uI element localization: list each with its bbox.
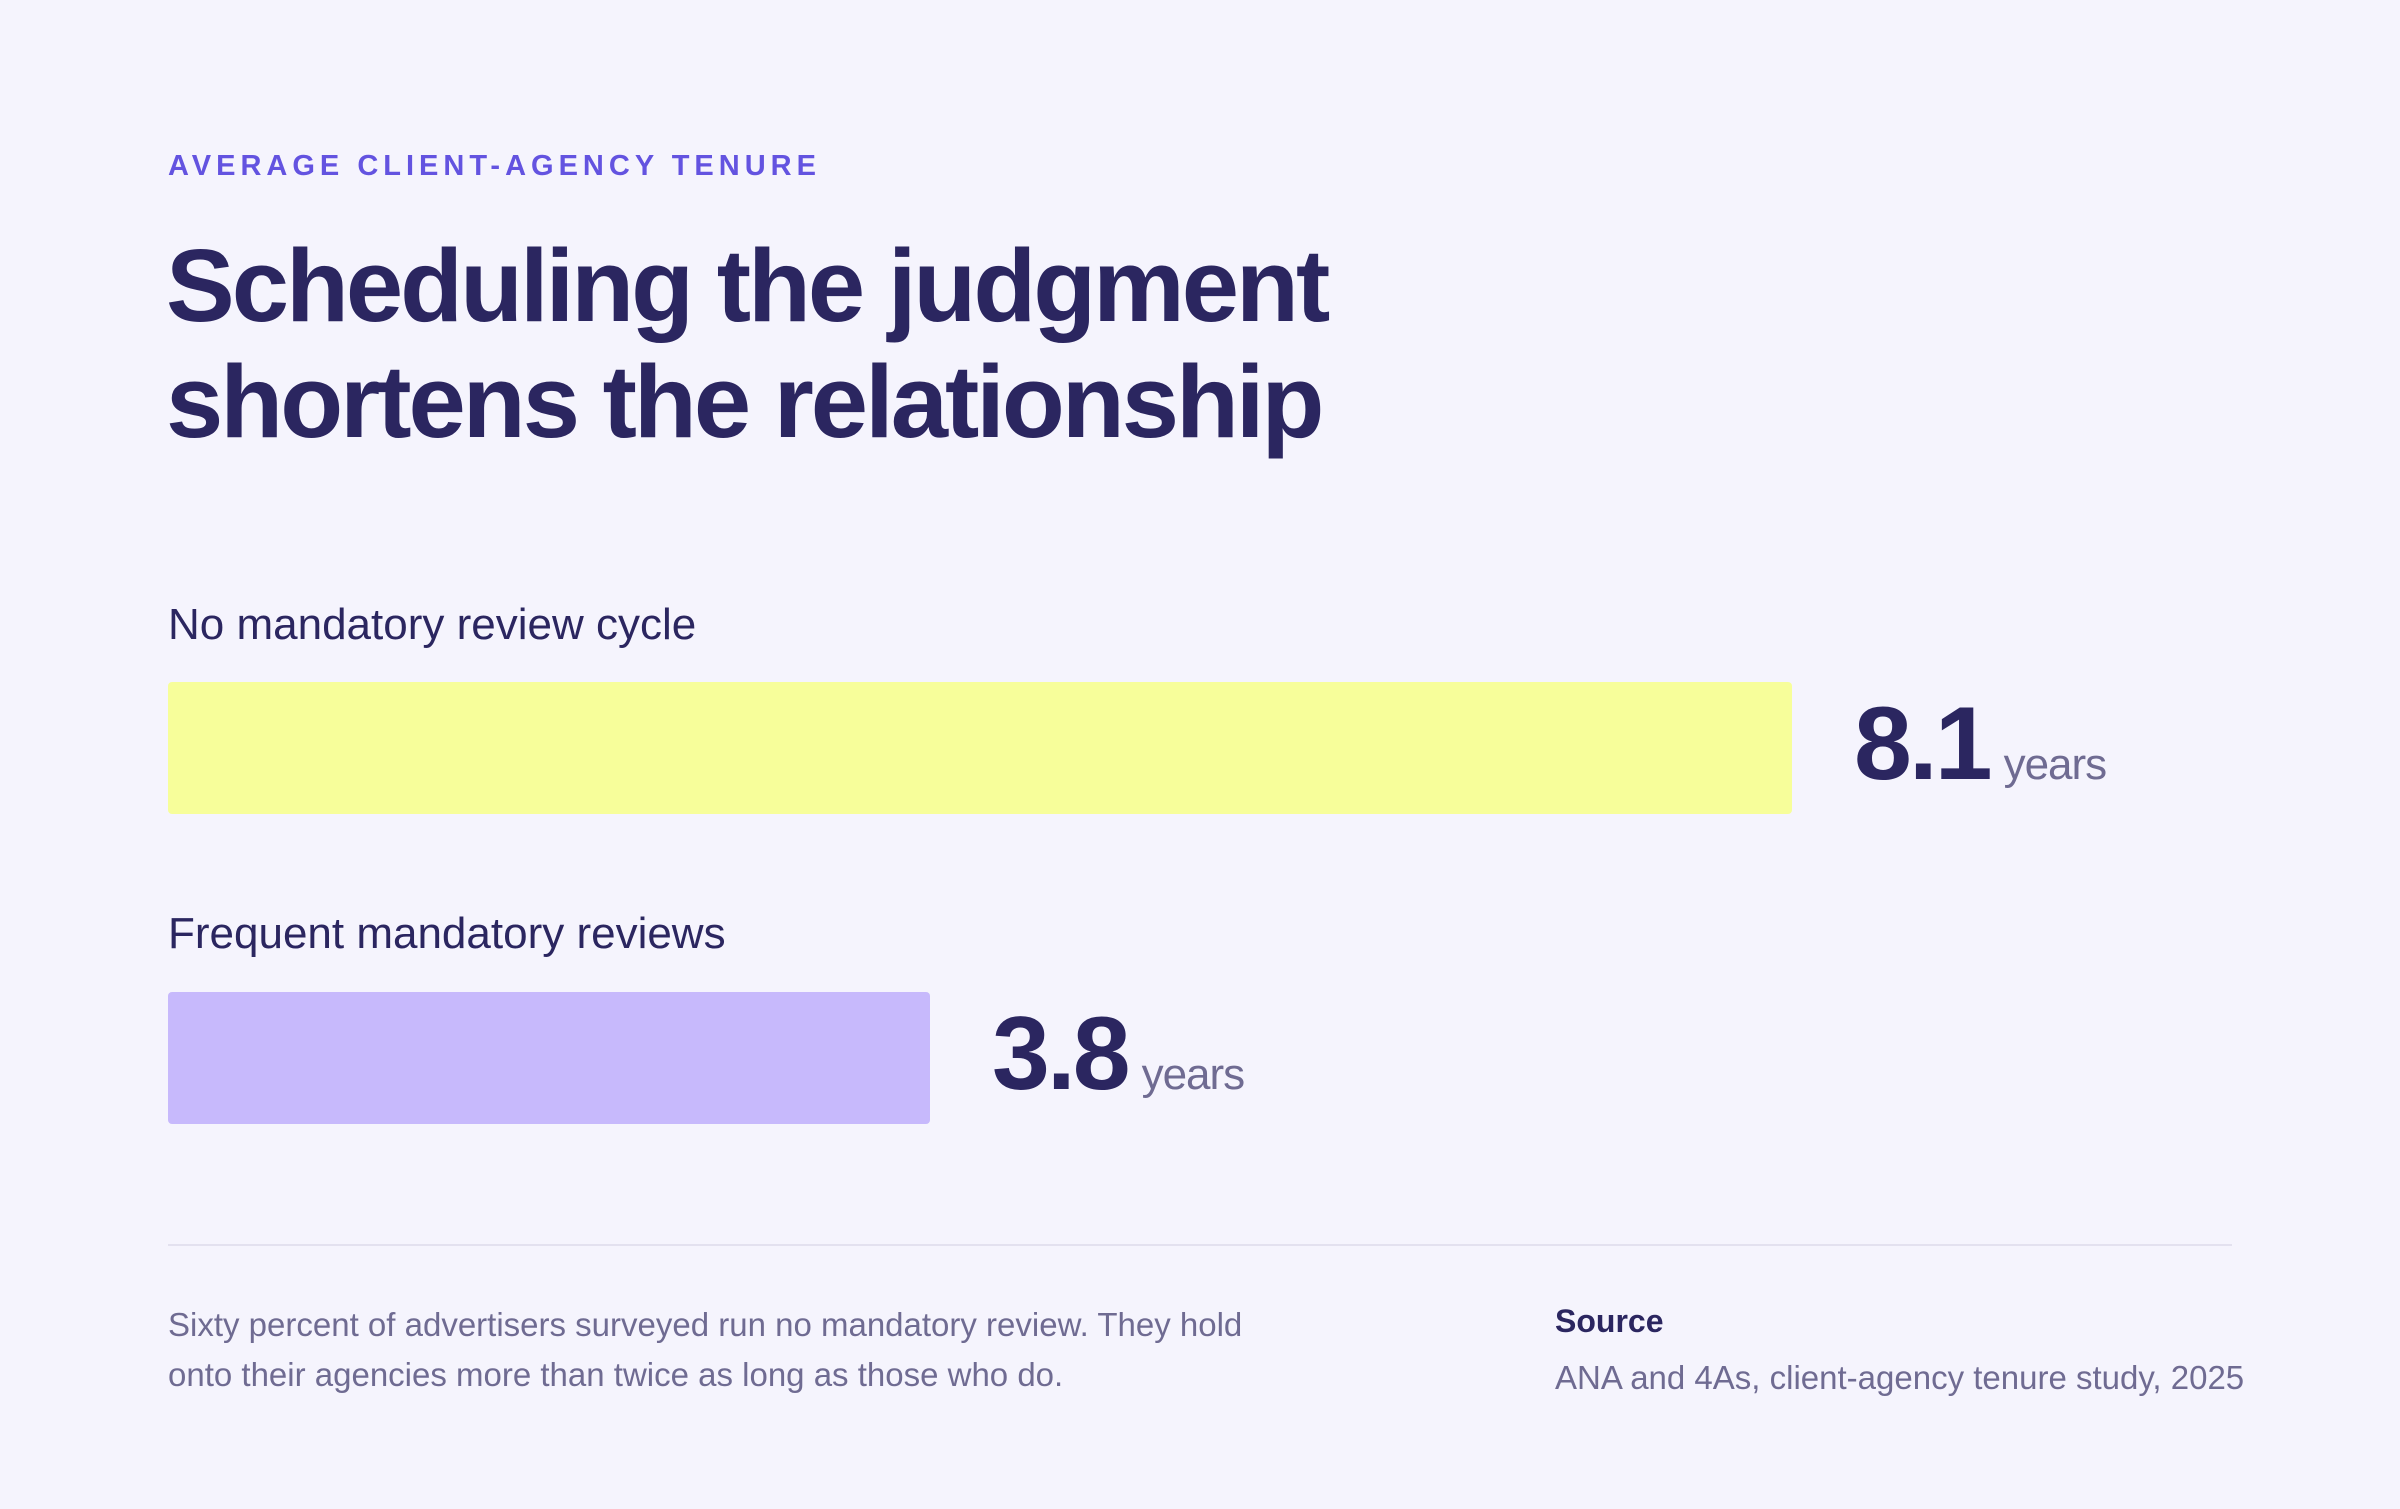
- value-unit-no-review: years: [2003, 740, 2108, 789]
- footnote-line-1: Sixty percent of advertisers surveyed ru…: [168, 1306, 1243, 1343]
- value-frequent-reviews: 3.8 years: [992, 1002, 1246, 1106]
- chart-eyebrow: AVERAGE CLIENT-AGENCY TENURE: [168, 150, 821, 182]
- bar-label-no-review: No mandatory review cycle: [168, 600, 697, 649]
- chart-title: Scheduling the judgment shortens the rel…: [166, 228, 1666, 460]
- value-unit-frequent-reviews: years: [1141, 1050, 1246, 1099]
- value-number-frequent-reviews: 3.8: [992, 996, 1131, 1112]
- footnote: Sixty percent of advertisers surveyed ru…: [168, 1300, 1268, 1400]
- source-heading: Source: [1555, 1303, 1664, 1339]
- footnote-line-2: onto their agencies more than twice as l…: [168, 1356, 1064, 1393]
- source-text: ANA and 4As, client-agency tenure study,…: [1555, 1359, 2245, 1396]
- value-no-review: 8.1 years: [1854, 692, 2108, 796]
- footer-divider: [168, 1244, 2232, 1246]
- bar-frequent-reviews: [168, 992, 930, 1124]
- title-line-2: shortens the relationship: [166, 344, 1324, 459]
- bar-label-frequent-reviews: Frequent mandatory reviews: [168, 909, 726, 958]
- value-number-no-review: 8.1: [1854, 686, 1993, 802]
- title-line-1: Scheduling the judgment: [166, 228, 1330, 343]
- bar-no-review: [168, 682, 1792, 814]
